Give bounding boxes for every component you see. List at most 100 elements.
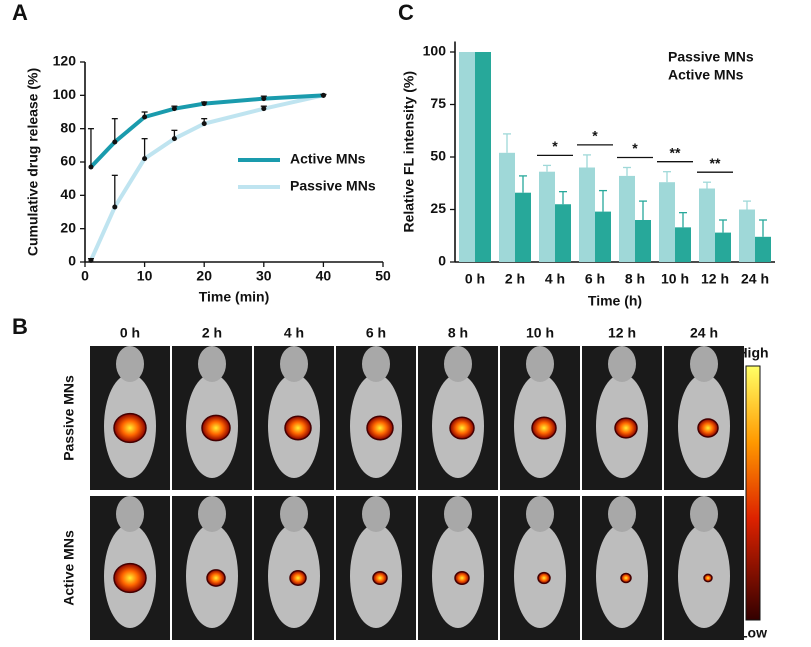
x-tick-label: 30 <box>256 268 272 284</box>
x-tick-label: 0 <box>81 268 89 284</box>
x-tick-label: 12 h <box>701 271 729 287</box>
mouse-head <box>444 346 472 382</box>
point <box>171 136 177 142</box>
bar <box>659 182 675 262</box>
bar <box>635 220 651 262</box>
y-tick-label: 20 <box>60 219 76 235</box>
signal <box>614 417 638 439</box>
panel-label: B <box>12 314 28 339</box>
y-tick-label: 75 <box>430 95 446 111</box>
bar <box>555 204 571 262</box>
mouse-head <box>362 346 390 382</box>
point <box>320 92 326 98</box>
time-label: 10 h <box>526 325 554 341</box>
mouse-head <box>280 496 308 532</box>
signal <box>206 569 226 587</box>
bar <box>739 209 755 262</box>
legend-label: Active MNs <box>290 151 366 167</box>
x-tick-label: 20 <box>196 268 212 284</box>
bar <box>499 152 515 262</box>
legend-label: Active MNs <box>668 67 744 83</box>
y-tick-label: 0 <box>68 253 76 269</box>
signal <box>703 573 713 583</box>
time-label: 8 h <box>448 325 468 341</box>
point <box>171 106 177 112</box>
scale-low: Low <box>739 625 767 641</box>
point <box>142 114 148 120</box>
scale-high: High <box>737 345 768 361</box>
legend-label: Passive MNs <box>290 178 376 194</box>
signal <box>289 570 307 586</box>
y-tick-label: 0 <box>438 253 446 269</box>
point <box>88 257 94 263</box>
signal <box>620 572 632 584</box>
x-axis-label: Time (min) <box>199 289 270 305</box>
signal <box>113 412 147 444</box>
time-label: 0 h <box>120 325 140 341</box>
x-tick-label: 10 <box>137 268 153 284</box>
mouse-head <box>362 496 390 532</box>
bar <box>755 236 771 262</box>
y-tick-label: 60 <box>60 153 76 169</box>
signal <box>454 570 470 586</box>
point <box>201 121 207 127</box>
bar <box>715 232 731 262</box>
y-axis-label: Relative FL intensity (%) <box>401 71 417 233</box>
point <box>88 164 94 170</box>
mouse-head <box>444 496 472 532</box>
bar <box>675 227 691 262</box>
bar <box>595 211 611 262</box>
time-label: 12 h <box>608 325 636 341</box>
significance-label: ** <box>670 144 681 160</box>
y-tick-label: 40 <box>60 186 76 202</box>
y-tick-label: 100 <box>53 86 77 102</box>
x-tick-label: 2 h <box>505 271 525 287</box>
mouse-head <box>608 496 636 532</box>
bar <box>579 167 595 262</box>
mouse-head <box>526 346 554 382</box>
y-tick-label: 120 <box>53 53 77 69</box>
significance-label: * <box>632 140 638 156</box>
row-label: Passive MNs <box>61 375 77 461</box>
x-tick-label: 24 h <box>741 271 769 287</box>
bar <box>539 171 555 262</box>
y-axis-label: Cumulative drug release (%) <box>25 68 41 256</box>
significance-label: * <box>552 138 558 154</box>
bar <box>619 175 635 262</box>
mouse-head <box>690 346 718 382</box>
signal <box>201 414 231 442</box>
significance-label: ** <box>710 155 721 171</box>
signal <box>284 415 312 441</box>
panel-label: C <box>398 0 414 25</box>
time-label: 4 h <box>284 325 304 341</box>
signal <box>366 415 394 441</box>
x-tick-label: 6 h <box>585 271 605 287</box>
time-label: 2 h <box>202 325 222 341</box>
x-tick-label: 4 h <box>545 271 565 287</box>
mouse-head <box>608 346 636 382</box>
point <box>261 106 267 112</box>
bar <box>475 52 491 262</box>
bar <box>459 52 475 262</box>
signal <box>372 570 388 586</box>
mouse-head <box>280 346 308 382</box>
y-tick-label: 25 <box>430 200 446 216</box>
time-label: 24 h <box>690 325 718 341</box>
mouse-head <box>526 496 554 532</box>
series-line <box>89 93 324 262</box>
x-tick-label: 10 h <box>661 271 689 287</box>
time-label: 6 h <box>366 325 386 341</box>
row-label: Active MNs <box>61 530 77 606</box>
point <box>201 101 207 107</box>
significance-label: * <box>592 128 598 144</box>
mouse-head <box>116 346 144 382</box>
y-tick-label: 50 <box>430 148 446 164</box>
series-line <box>89 93 324 169</box>
mouse-head <box>116 496 144 532</box>
point <box>112 204 118 210</box>
mouse-head <box>198 496 226 532</box>
signal <box>697 418 719 438</box>
x-axis-label: Time (h) <box>588 293 642 309</box>
signal <box>113 562 147 594</box>
